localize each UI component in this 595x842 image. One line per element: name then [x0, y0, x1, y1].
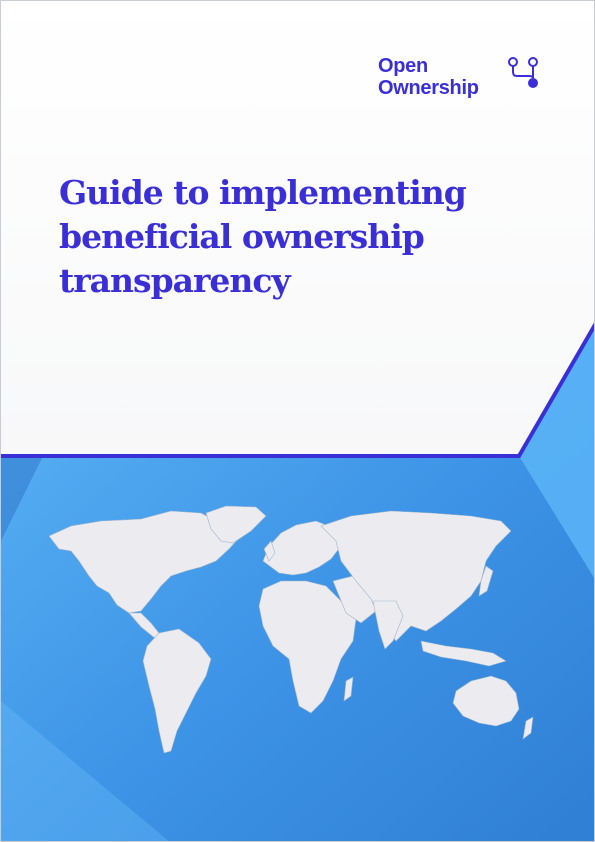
- map-southeast-asia: [420, 640, 507, 667]
- title-line-3: transparency: [59, 261, 291, 300]
- map-greenland: [205, 505, 267, 544]
- brand-wordmark: Open Ownership: [378, 55, 479, 99]
- band-facet-right: [519, 326, 594, 578]
- map-japan: [478, 565, 494, 597]
- map-north-america: [48, 510, 242, 614]
- map-british-isles: [263, 540, 276, 562]
- document-title: Guide to implementing beneficial ownersh…: [59, 171, 479, 303]
- brand-line-1: Open: [378, 55, 428, 77]
- map-africa: [258, 580, 357, 714]
- band-facet-bottom: [1, 701, 169, 841]
- band-facet-left: [1, 456, 43, 541]
- map-south-america: [142, 628, 212, 754]
- map-australia: [452, 675, 520, 727]
- map-new-zealand: [522, 716, 534, 740]
- map-asia: [320, 510, 512, 642]
- brand-line-2: Ownership: [378, 77, 479, 99]
- world-map: [48, 505, 534, 754]
- band-edge-line: [1, 322, 594, 458]
- title-line-2: beneficial ownership: [59, 217, 425, 256]
- title-line-1: Guide to implementing: [59, 173, 467, 212]
- map-india: [372, 600, 404, 650]
- ownership-graph-icon: [508, 57, 538, 88]
- map-madagascar: [343, 676, 354, 702]
